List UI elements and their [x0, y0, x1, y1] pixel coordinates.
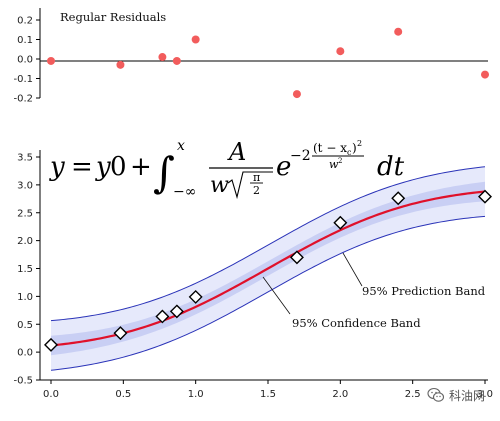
- svg-text:x: x: [177, 138, 185, 154]
- prediction-lower-line: [50, 215, 486, 371]
- svg-text:y: y: [49, 152, 65, 182]
- main-x-tick-label: 1.5: [260, 389, 276, 400]
- residual-point: [158, 53, 167, 62]
- main-y-tick-label: 3.5: [17, 153, 33, 164]
- residual-point: [172, 56, 181, 65]
- main-x-tick-label: 2.5: [405, 389, 421, 400]
- main-y-tick-label: 0.0: [17, 348, 33, 359]
- svg-text:−2: −2: [290, 148, 311, 164]
- data-point: [113, 326, 128, 341]
- confidence-band-leader: [262, 276, 291, 315]
- residuals-y-ticks: 0.2 0.1 0.0 -0.1 -0.2: [13, 16, 40, 105]
- svg-text:w: w: [210, 173, 229, 198]
- main-y-tick-label: 2.5: [17, 208, 33, 219]
- main-panel: -0.5 0.0 0.5 1.0 1.5 2.0 2.5 3.0 3.5 0.0 0.5 1.0 1.…: [13, 138, 492, 400]
- residuals-panel: Regular Residuals 0.2 0.1 0.0 -0.1 -0.2: [13, 8, 489, 105]
- residual-y-tick-label: 0.0: [17, 55, 33, 66]
- main-x-tick-label: 0.5: [115, 389, 131, 400]
- svg-text:π: π: [253, 171, 260, 184]
- svg-text:2: 2: [253, 184, 260, 197]
- data-point: [169, 304, 184, 319]
- svg-text:(t − x: (t − x: [313, 141, 347, 155]
- residuals-points: [47, 27, 489, 99]
- main-x-ticks: 0.0 0.5 1.0 1.5 2.0 2.5 3.0: [43, 380, 493, 400]
- residuals-title: Regular Residuals: [60, 10, 166, 24]
- main-x-tick-label: 0.0: [43, 389, 59, 400]
- main-y-tick-label: 1.0: [17, 292, 33, 303]
- residual-point: [47, 56, 55, 65]
- main-x-tick-label: 2.0: [332, 389, 348, 400]
- residual-point: [394, 27, 403, 36]
- data-point: [289, 250, 304, 265]
- svg-text:2: 2: [357, 139, 362, 148]
- data-point: [478, 189, 492, 204]
- residual-point: [481, 70, 489, 79]
- svg-text:): ): [352, 141, 357, 155]
- svg-text:dt: dt: [377, 152, 405, 182]
- data-point: [188, 289, 203, 304]
- prediction-band-label: 95% Prediction Band: [362, 284, 486, 298]
- residual-y-tick-label: -0.1: [13, 74, 33, 85]
- equation: y = y 0 + ∫ x −∞ A w π 2 e −2 (t − x c ): [49, 138, 405, 200]
- data-point: [391, 191, 406, 206]
- svg-text:A: A: [227, 138, 246, 166]
- residual-point: [116, 60, 125, 69]
- main-x-tick-label: 1.0: [188, 389, 204, 400]
- residual-point: [191, 35, 200, 44]
- svg-text:e: e: [276, 152, 291, 182]
- prediction-band-leader: [342, 252, 363, 287]
- main-x-tick-label: 3.0: [477, 389, 493, 400]
- data-point: [44, 337, 58, 352]
- svg-text:0: 0: [110, 152, 127, 182]
- residual-y-tick-label: 0.2: [17, 16, 33, 27]
- main-y-tick-label: 2.0: [17, 236, 33, 247]
- svg-text:w: w: [329, 158, 339, 171]
- data-points: [44, 189, 492, 352]
- prediction-upper-line: [50, 166, 486, 322]
- svg-text:2: 2: [338, 157, 342, 165]
- residual-point: [292, 90, 301, 99]
- main-y-ticks: -0.5 0.0 0.5 1.0 1.5 2.0 2.5 3.0 3.5: [13, 153, 40, 387]
- data-point: [333, 215, 348, 230]
- residual-y-tick-label: -0.2: [13, 94, 33, 105]
- main-y-tick-label: 0.5: [17, 320, 33, 331]
- residual-y-tick-label: 0.1: [17, 35, 33, 46]
- wechat-icon: [427, 387, 445, 402]
- confidence-band-label: 95% Confidence Band: [292, 316, 421, 330]
- watermark: 科油网: [427, 384, 485, 406]
- svg-text:y: y: [95, 152, 111, 182]
- main-y-tick-label: 3.0: [17, 180, 33, 191]
- watermark-text: 科油网: [449, 388, 486, 403]
- svg-text:=: =: [71, 152, 93, 182]
- data-point: [155, 309, 170, 324]
- main-y-tick-label: -0.5: [13, 376, 33, 387]
- svg-text:−∞: −∞: [173, 184, 196, 200]
- residual-point: [336, 47, 345, 56]
- svg-text:c: c: [347, 148, 352, 157]
- main-y-tick-label: 1.5: [17, 264, 33, 275]
- svg-text:+: +: [130, 152, 152, 182]
- svg-text:∫: ∫: [153, 148, 175, 197]
